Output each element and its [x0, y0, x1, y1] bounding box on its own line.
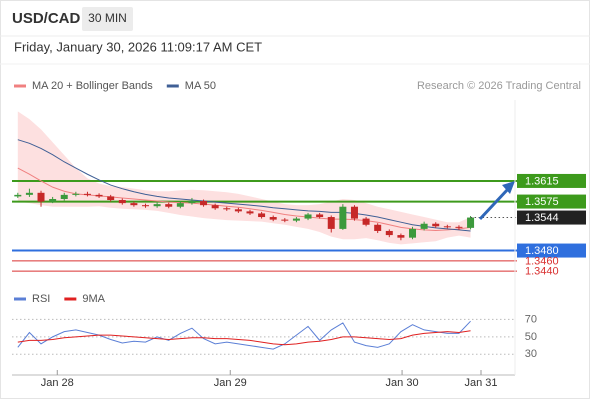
interval-button[interactable]	[82, 7, 133, 31]
candle-body	[188, 201, 196, 204]
candle-body	[234, 209, 242, 212]
candle-body	[72, 193, 80, 195]
candle-body	[142, 205, 150, 207]
candle-body	[409, 228, 417, 238]
candle-body	[350, 206, 358, 219]
candle-body	[118, 200, 126, 204]
forecast-arrow	[478, 187, 510, 221]
candle-body	[374, 224, 382, 231]
ma-line	[17, 139, 471, 232]
rsi-line	[17, 330, 471, 346]
candle-body	[223, 208, 231, 210]
candle-body	[327, 217, 335, 229]
x-tick-label: Jan 30	[386, 377, 419, 389]
candle-body	[49, 198, 57, 202]
candle-body	[269, 217, 277, 220]
candle-body	[432, 223, 440, 227]
candle-body	[37, 192, 45, 202]
symbol: USD/CAD	[12, 10, 81, 27]
candle-body	[467, 217, 475, 228]
candle-body	[60, 194, 68, 199]
candle-body	[258, 213, 266, 218]
candle-body	[455, 226, 463, 228]
candle-body	[165, 204, 173, 207]
candle-body	[83, 193, 91, 195]
y-tick-label: 50	[525, 331, 537, 343]
forecast-arrowhead	[502, 181, 515, 194]
candle-body	[281, 219, 289, 221]
candle-body	[397, 235, 405, 238]
legend-label: MA 50	[185, 80, 216, 92]
candle-body	[25, 192, 33, 195]
x-tick-label: Jan 29	[214, 377, 247, 389]
legend-label: MA 20 + Bollinger Bands	[32, 80, 153, 92]
candle-body	[200, 201, 208, 206]
level-label: 1.3480	[525, 245, 559, 257]
candle-body	[14, 194, 22, 197]
legend-label: 9MA	[82, 293, 105, 305]
level-box	[517, 243, 586, 258]
candle-body	[316, 214, 324, 218]
candle-body	[339, 206, 347, 229]
ma-line	[17, 167, 471, 231]
level-box	[517, 194, 586, 209]
y-tick-label: 70	[525, 313, 537, 325]
level-label: 1.3440	[525, 266, 559, 278]
candle-body	[304, 214, 312, 219]
candle-body	[362, 218, 370, 225]
x-tick-label: Jan 28	[41, 377, 74, 389]
datetime: Friday, January 30, 2026 11:09:17 AM CET	[14, 39, 262, 54]
price-panel: MA 20 + Bollinger Bands MA 50 1.3615 1.3575…	[12, 80, 586, 278]
candle-body	[443, 226, 451, 228]
candle-body	[246, 211, 254, 214]
current-price-label: 1.3544	[525, 212, 559, 224]
candle-body	[211, 205, 219, 209]
candle-body	[107, 196, 115, 201]
candle-body	[130, 203, 138, 206]
rsi-line	[17, 320, 471, 350]
level-label: 1.3615	[525, 175, 559, 187]
rsi-panel: RSI 9MA 70 50 30	[12, 293, 537, 360]
x-tick-label: Jan 31	[464, 377, 497, 389]
level-label: 1.3460	[525, 255, 559, 267]
level-label: 1.3575	[525, 196, 559, 208]
current-price-box	[517, 210, 586, 225]
legend-label: RSI	[32, 293, 50, 305]
interval-label[interactable]: 30 MIN	[88, 11, 127, 25]
candle-body	[95, 194, 103, 197]
credit: Research © 2026 Trading Central	[417, 80, 581, 92]
candle-body	[420, 223, 428, 229]
candle-body	[385, 230, 393, 236]
candle-body	[292, 218, 300, 221]
candle-body	[176, 203, 184, 207]
level-box	[517, 173, 586, 188]
candle-body	[153, 204, 161, 207]
y-tick-label: 30	[525, 348, 537, 360]
